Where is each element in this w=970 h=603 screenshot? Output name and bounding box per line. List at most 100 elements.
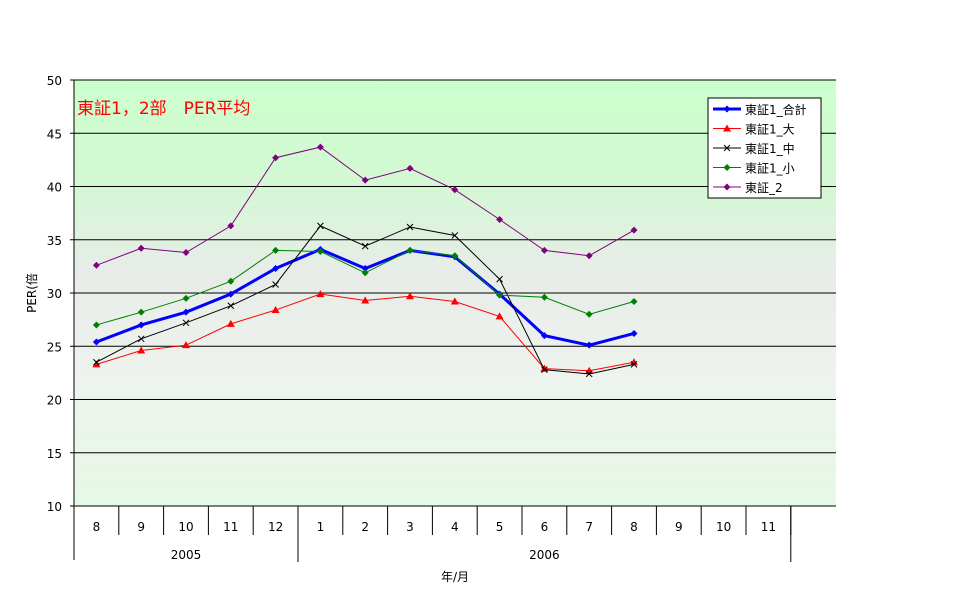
series-3 bbox=[92, 246, 638, 329]
data-point bbox=[451, 232, 459, 239]
data-point bbox=[361, 296, 370, 304]
data-point bbox=[272, 265, 280, 273]
data-point bbox=[316, 290, 325, 298]
data-point bbox=[316, 247, 324, 255]
x-tick-label: 8 bbox=[630, 520, 638, 534]
data-point bbox=[496, 291, 504, 299]
legend-label: 東証1_合計 bbox=[745, 102, 807, 117]
data-point bbox=[317, 222, 324, 230]
data-point bbox=[585, 310, 593, 318]
x-tick-label: 6 bbox=[541, 520, 549, 534]
data-point bbox=[585, 252, 593, 260]
data-point bbox=[723, 164, 731, 171]
x-tick-label: 11 bbox=[761, 520, 776, 534]
x-tick-label: 1 bbox=[317, 520, 325, 534]
data-point bbox=[182, 249, 190, 257]
data-point bbox=[450, 297, 459, 305]
data-point bbox=[630, 226, 638, 234]
data-point bbox=[630, 298, 638, 306]
data-point bbox=[92, 360, 101, 368]
x-tick-label: 4 bbox=[451, 520, 459, 534]
x-tick-label: 11 bbox=[223, 520, 238, 534]
data-point bbox=[451, 252, 459, 260]
data-point bbox=[406, 223, 414, 231]
data-point bbox=[406, 164, 414, 172]
data-point bbox=[406, 246, 414, 254]
data-point bbox=[585, 341, 593, 349]
data-point bbox=[723, 124, 731, 132]
data-point bbox=[93, 358, 100, 366]
data-point bbox=[137, 321, 145, 329]
y-tick-label: 50 bbox=[47, 74, 62, 88]
data-point bbox=[630, 329, 638, 337]
x-tick-label: 12 bbox=[268, 520, 283, 534]
data-point bbox=[272, 281, 279, 288]
data-point bbox=[137, 335, 145, 343]
data-point bbox=[182, 319, 190, 327]
y-tick-label: 10 bbox=[47, 500, 62, 514]
data-point bbox=[541, 366, 548, 374]
data-point bbox=[361, 242, 369, 250]
data-point bbox=[182, 308, 190, 316]
legend-label: 東証1_大 bbox=[745, 123, 795, 137]
data-point bbox=[495, 312, 504, 320]
data-point bbox=[406, 292, 414, 300]
legend-label: 東証_2 bbox=[745, 181, 783, 195]
data-point bbox=[227, 290, 235, 298]
x-tick-label: 3 bbox=[406, 520, 414, 534]
y-tick-label: 45 bbox=[47, 127, 62, 141]
data-point bbox=[361, 269, 369, 277]
data-point bbox=[92, 321, 100, 329]
data-point bbox=[272, 154, 280, 162]
data-point bbox=[496, 216, 504, 224]
data-point bbox=[723, 144, 731, 152]
data-point bbox=[271, 306, 280, 314]
data-point bbox=[585, 370, 593, 378]
x-tick-label: 7 bbox=[585, 520, 593, 534]
data-point bbox=[723, 105, 731, 113]
data-point bbox=[496, 275, 503, 283]
data-point bbox=[540, 246, 548, 254]
data-point bbox=[451, 186, 459, 194]
y-tick-label: 25 bbox=[47, 340, 62, 354]
y-tick-label: 20 bbox=[47, 394, 62, 408]
x-tick-label: 10 bbox=[716, 520, 731, 534]
data-point bbox=[227, 302, 235, 310]
series-4 bbox=[92, 143, 638, 269]
data-point bbox=[630, 358, 638, 366]
data-point bbox=[182, 341, 190, 349]
y-tick-label: 30 bbox=[47, 287, 62, 301]
data-point bbox=[137, 244, 145, 252]
data-point bbox=[227, 277, 235, 285]
data-point bbox=[272, 246, 280, 254]
y-tick-label: 35 bbox=[47, 234, 62, 248]
x-tick-label: 2 bbox=[361, 520, 369, 534]
legend-label: 東証1_中 bbox=[745, 141, 795, 156]
data-point bbox=[227, 222, 235, 230]
data-point bbox=[226, 319, 235, 327]
series-2 bbox=[93, 222, 638, 378]
data-point bbox=[137, 346, 146, 354]
data-point bbox=[361, 265, 369, 273]
data-point bbox=[540, 332, 548, 340]
data-point bbox=[92, 338, 100, 346]
x-tick-label: 9 bbox=[137, 520, 145, 534]
x-axis-label: 年/月 bbox=[441, 570, 469, 584]
x-tick-label: 8 bbox=[93, 520, 101, 534]
data-point bbox=[361, 176, 369, 184]
year-label: 2006 bbox=[529, 548, 560, 562]
data-point bbox=[630, 361, 638, 368]
data-point bbox=[182, 294, 190, 302]
year-label: 2005 bbox=[171, 548, 202, 562]
data-point bbox=[316, 143, 324, 151]
legend-label: 東証1_小 bbox=[745, 162, 795, 176]
x-tick-label: 5 bbox=[496, 520, 504, 534]
data-point bbox=[540, 293, 548, 301]
data-point bbox=[92, 261, 100, 269]
y-tick-label: 15 bbox=[47, 447, 62, 461]
chart-title: 東証1，2部 PER平均 bbox=[77, 99, 250, 119]
x-tick-label: 9 bbox=[675, 520, 683, 534]
y-tick-label: 40 bbox=[47, 181, 62, 195]
